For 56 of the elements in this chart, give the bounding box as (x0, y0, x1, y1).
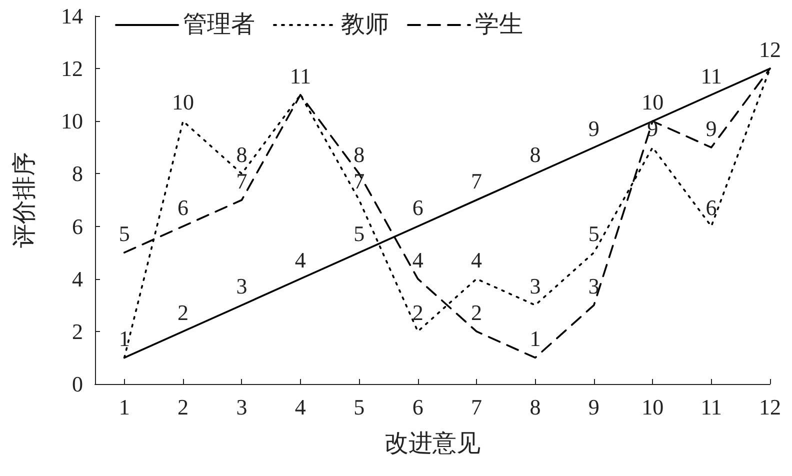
data-label: 9 (588, 116, 600, 141)
data-label: 7 (354, 168, 365, 194)
y-tick-label: 10 (61, 108, 83, 134)
y-tick-label: 14 (61, 4, 83, 28)
data-label: 9 (706, 116, 717, 141)
data-label: 3 (236, 274, 248, 299)
x-tick-label: 10 (642, 394, 664, 420)
data-label: 6 (178, 194, 189, 220)
x-tick-label: 11 (700, 394, 722, 420)
data-label: 10 (642, 90, 664, 115)
y-tick-label: 12 (61, 56, 83, 82)
legend-label: 管理者 (183, 12, 255, 38)
x-tick-label: 3 (236, 394, 248, 420)
x-axis-title: 改进意见 (384, 431, 480, 457)
y-tick-label: 0 (72, 372, 83, 396)
data-label: 2 (412, 300, 424, 325)
y-tick-label: 6 (72, 214, 83, 239)
x-tick-label: 5 (354, 394, 365, 420)
data-label: 10 (172, 90, 194, 115)
data-label: 5 (118, 221, 130, 246)
y-tick-label: 4 (72, 266, 83, 292)
x-tick-label: 4 (294, 394, 306, 420)
y-tick-label: 8 (72, 161, 83, 186)
legend-label: 学生 (475, 12, 523, 38)
data-label: 3 (530, 274, 541, 299)
x-tick-label: 7 (471, 394, 482, 420)
y-axis-title: 评价排序 (11, 152, 38, 248)
data-label: 8 (236, 142, 248, 168)
data-label: 7 (236, 168, 248, 194)
data-label: 3 (588, 274, 600, 299)
data-label: 11 (290, 63, 312, 88)
data-label: 1 (118, 326, 130, 352)
data-label: 9 (647, 116, 658, 141)
data-label: 2 (178, 300, 189, 325)
data-label: 6 (706, 194, 717, 220)
x-tick-label: 6 (412, 394, 424, 420)
x-tick-label: 8 (530, 394, 541, 420)
x-tick-label: 1 (118, 394, 130, 420)
data-label: 5 (354, 221, 365, 246)
data-label: 1 (530, 326, 541, 352)
data-label: 6 (412, 194, 424, 220)
x-tick-label: 12 (759, 394, 781, 420)
x-tick-label: 2 (178, 394, 189, 420)
data-label: 2 (471, 300, 482, 325)
legend-label: 教师 (341, 12, 389, 38)
data-label: 8 (354, 142, 365, 168)
data-label: 5 (588, 221, 600, 246)
x-tick-label: 9 (588, 394, 600, 420)
data-label: 7 (471, 168, 482, 194)
data-label: 4 (412, 247, 424, 272)
data-label: 4 (471, 247, 482, 272)
data-label: 12 (759, 37, 781, 62)
data-label: 8 (530, 142, 541, 168)
data-label: 11 (700, 63, 722, 88)
data-label: 4 (294, 247, 306, 272)
y-tick-label: 2 (72, 318, 83, 344)
